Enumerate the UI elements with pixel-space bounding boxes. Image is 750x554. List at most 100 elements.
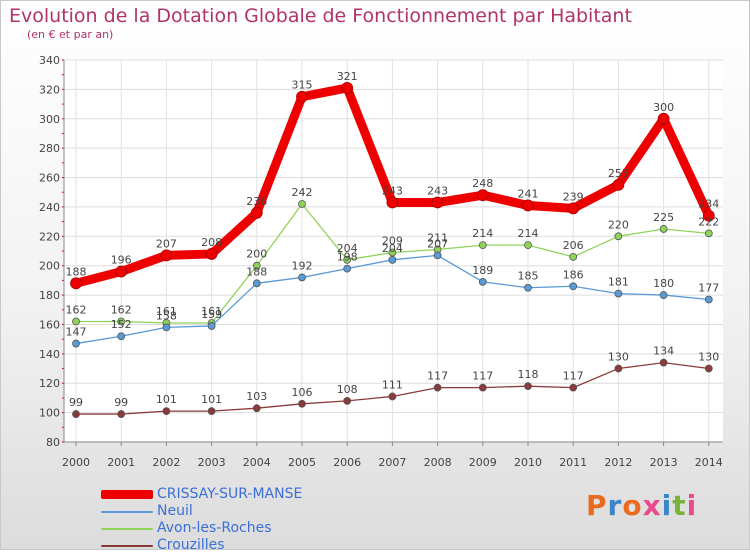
data-label: 147: [66, 326, 87, 339]
data-label: 108: [337, 383, 358, 396]
data-label: 117: [472, 370, 493, 383]
x-tick-label: 2012: [604, 456, 632, 469]
data-label: 204: [337, 242, 358, 255]
x-tick-label: 2014: [695, 456, 723, 469]
data-label: 204: [382, 242, 403, 255]
data-point: [702, 209, 715, 222]
data-label: 162: [66, 304, 87, 317]
data-point: [569, 252, 578, 261]
data-label: 161: [201, 305, 222, 318]
x-tick-label: 2008: [424, 456, 452, 469]
data-point: [72, 339, 80, 348]
data-point: [70, 277, 82, 290]
y-tick-label: 160: [39, 318, 60, 331]
data-point: [614, 232, 623, 241]
data-point: [207, 322, 216, 330]
data-label: 101: [156, 393, 177, 406]
data-point: [433, 251, 442, 260]
data-point: [298, 200, 306, 208]
x-tick-label: 2009: [469, 456, 497, 469]
data-point: [160, 249, 173, 262]
x-tick-label: 2006: [333, 456, 361, 469]
data-label: 181: [608, 276, 629, 289]
data-point: [614, 289, 623, 298]
x-tick-label: 2001: [107, 456, 135, 469]
data-point: [478, 383, 487, 392]
data-label: 242: [292, 186, 313, 199]
data-point: [388, 255, 397, 264]
y-tick-label: 100: [39, 407, 60, 420]
data-label: 117: [563, 370, 584, 383]
y-tick-label: 300: [39, 113, 60, 126]
data-point: [569, 383, 578, 392]
series-neuil: [72, 251, 713, 348]
y-tick-label: 220: [39, 230, 60, 243]
data-label: 130: [608, 351, 629, 364]
data-label: 152: [111, 318, 132, 331]
data-label: 188: [66, 265, 87, 278]
data-point: [205, 248, 218, 260]
data-label: 189: [472, 264, 493, 277]
legend-swatch: [101, 511, 153, 513]
data-point: [524, 283, 532, 292]
data-point: [476, 189, 489, 202]
legend-label: CRISSAY-SUR-MANSE: [157, 486, 303, 502]
data-label: 207: [156, 237, 177, 250]
data-label: 321: [337, 70, 358, 83]
data-point: [433, 383, 442, 392]
y-tick-label: 120: [39, 377, 60, 390]
data-label: 101: [201, 393, 222, 406]
x-tick-label: 2007: [378, 456, 406, 469]
legend-label: Neuil: [157, 503, 193, 519]
data-label: 239: [563, 190, 584, 203]
data-point: [659, 225, 668, 233]
data-label: 214: [472, 227, 493, 240]
data-label: 208: [201, 236, 222, 249]
data-point: [72, 410, 80, 418]
data-label: 161: [156, 305, 177, 318]
data-point: [388, 392, 397, 401]
data-point: [341, 82, 354, 94]
data-label: 162: [111, 304, 132, 317]
series-layer: [70, 82, 715, 418]
x-tick-label: 2010: [514, 456, 542, 469]
data-label: 103: [246, 390, 267, 403]
data-point: [117, 410, 126, 418]
data-label: 177: [698, 281, 719, 294]
legend-swatch: [101, 490, 153, 499]
data-label: 117: [427, 370, 448, 383]
data-label: 209: [382, 234, 403, 247]
x-tick-label: 2004: [243, 456, 271, 469]
data-label: 222: [698, 215, 719, 228]
data-label: 248: [472, 177, 493, 190]
proxiti-logo: Proxiti: [586, 489, 698, 522]
data-label: 180: [653, 277, 674, 290]
data-point: [298, 399, 306, 408]
data-point: [115, 265, 128, 278]
data-point: [704, 229, 713, 238]
data-label: 211: [427, 232, 448, 245]
data-label: 196: [111, 254, 132, 267]
data-label: 99: [114, 396, 128, 409]
data-point: [343, 264, 352, 273]
data-point: [659, 291, 668, 299]
data-label: 200: [246, 248, 267, 261]
data-label: 118: [518, 368, 539, 381]
data-label: 236: [246, 195, 267, 208]
data-label: 243: [382, 185, 403, 198]
data-labels: 99 99 101 101 103 106 108 111 117 117 118 117 130 134…: [66, 70, 720, 409]
legend-label: Avon-les-Roches: [157, 520, 272, 536]
x-tick-label: 2013: [650, 456, 678, 469]
chart-subtitle: (en € et par an): [27, 28, 114, 41]
data-point: [207, 407, 216, 416]
y-tick-label: 140: [39, 348, 60, 361]
series-avon-les-roches: [72, 200, 713, 327]
data-point: [524, 241, 532, 250]
data-point: [431, 196, 444, 209]
data-point: [343, 255, 352, 264]
x-tick-label: 2011: [559, 456, 587, 469]
data-point: [252, 261, 261, 270]
data-point: [569, 282, 578, 291]
y-tick-label: 180: [39, 289, 60, 302]
